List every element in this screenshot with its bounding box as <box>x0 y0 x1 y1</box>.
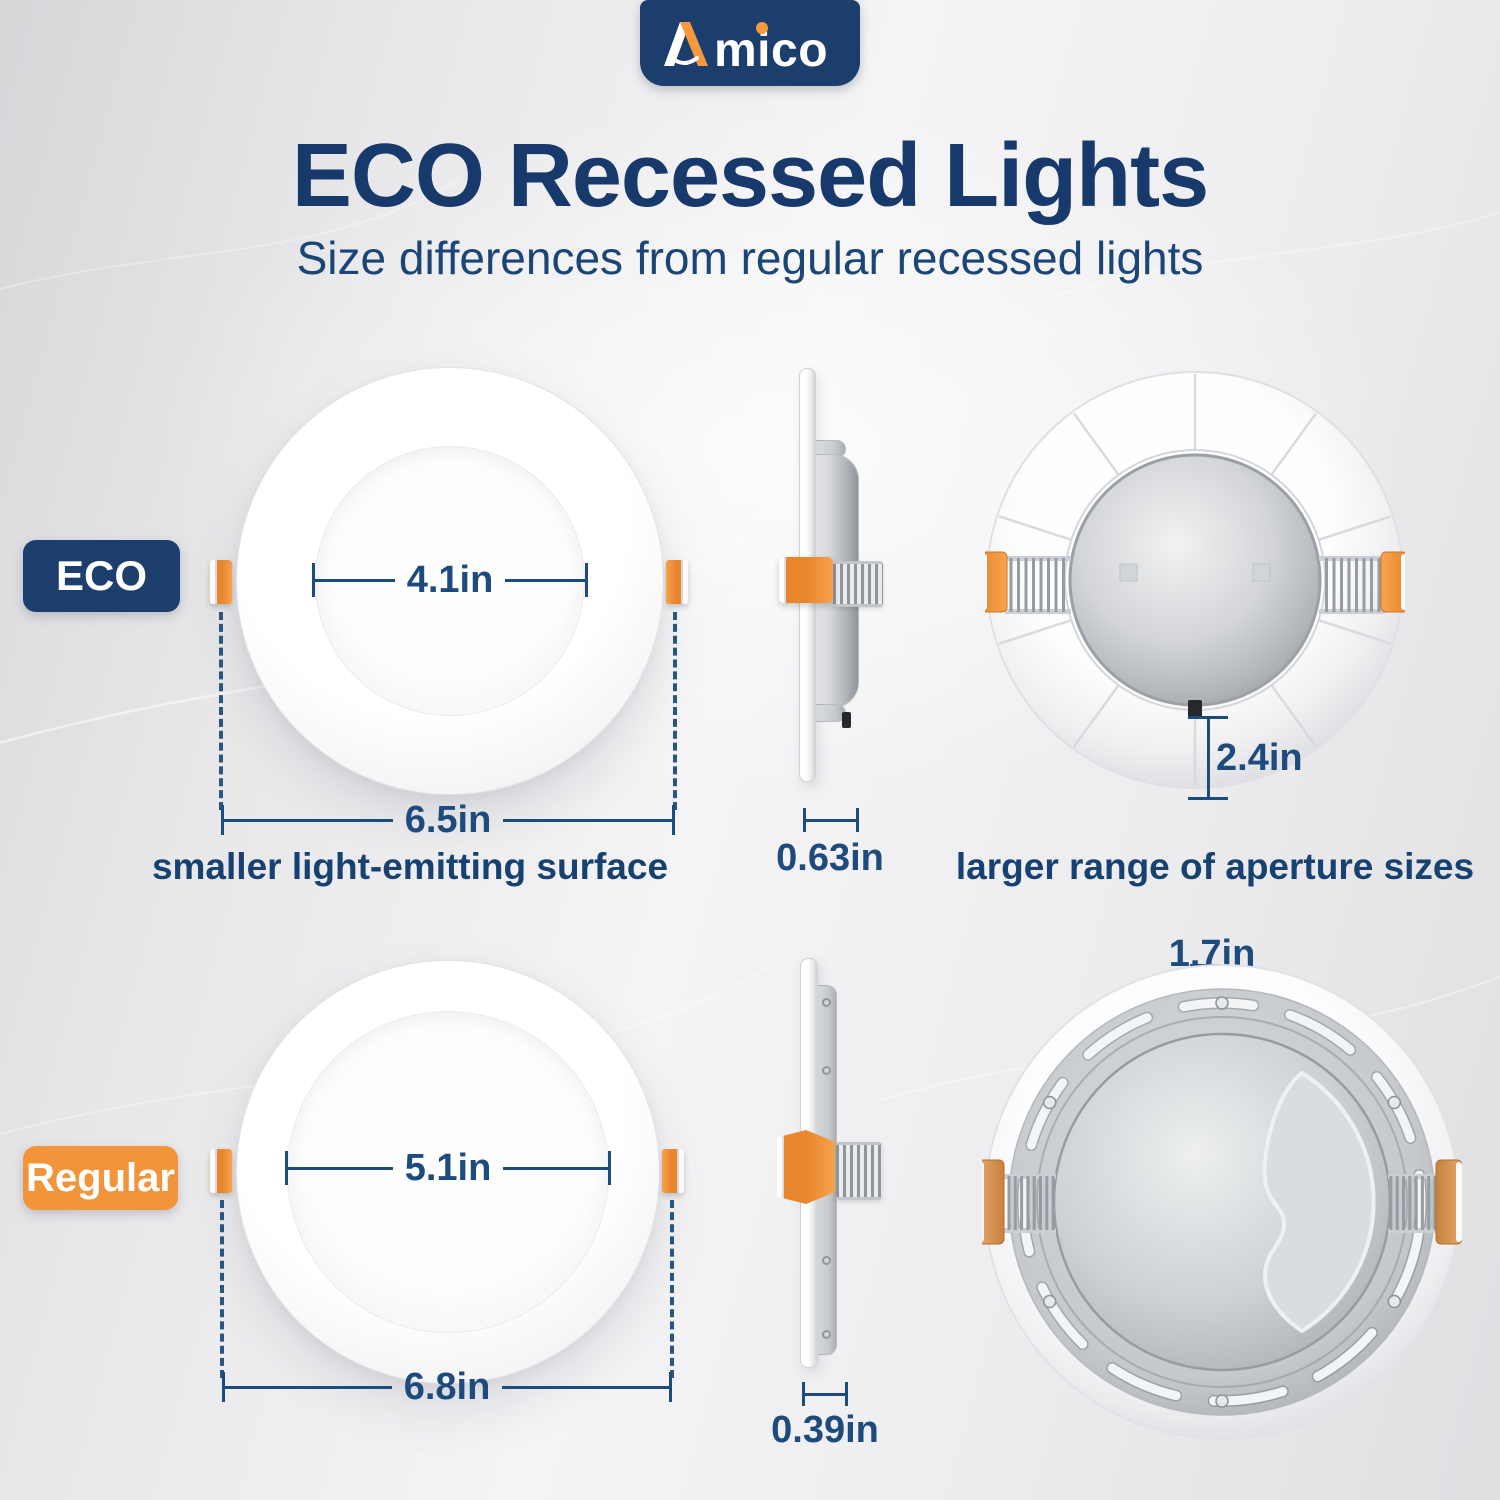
regular-thickness-dim-label: 0.39in <box>771 1409 879 1451</box>
dim-tick <box>1188 716 1228 719</box>
eco-extension-line-right <box>673 612 677 810</box>
eco-back-driver-plate <box>1068 453 1322 707</box>
regular-front-clip-right <box>662 1149 684 1193</box>
regular-back-stamped-panel <box>1262 1071 1376 1333</box>
dim-tick <box>222 1372 225 1402</box>
regular-side-screw <box>822 998 831 1007</box>
regular-extension-line-left <box>220 1200 224 1378</box>
dim-line <box>806 818 856 822</box>
eco-back-caption: larger range of aperture sizes <box>955 846 1475 887</box>
dim-tick <box>672 805 676 835</box>
regular-thickness-dimension <box>802 1382 848 1406</box>
eco-aperture-dim-label: 2.4in <box>1216 737 1303 779</box>
regular-inner-dim-label: 5.1in <box>404 1147 492 1189</box>
regular-back-clip-right <box>1435 1159 1462 1245</box>
eco-aperture-dimension <box>1188 716 1228 800</box>
regular-back-clip-left <box>982 1159 1005 1245</box>
eco-back-ring-spokes <box>998 374 1392 786</box>
page-subtitle: Size differences from regular recessed l… <box>296 232 1204 284</box>
dim-tick <box>669 1372 673 1402</box>
eco-inner-dimension: 4.1in <box>312 559 589 601</box>
page-title: ECO Recessed Lights <box>291 126 1209 226</box>
regular-outer-dimension: 6.8in <box>222 1366 673 1408</box>
dim-tick <box>312 563 315 597</box>
dim-tick <box>608 1151 612 1185</box>
dim-tick <box>1188 797 1228 800</box>
dim-tick <box>803 808 806 832</box>
regular-outer-dim-label: 6.8in <box>403 1366 491 1408</box>
regular-back-screws <box>1042 996 1402 1408</box>
dim-tick <box>285 1151 288 1185</box>
regular-inner-dimension: 5.1in <box>285 1147 612 1189</box>
regular-back-spring-left <box>1004 1174 1056 1233</box>
eco-front-clip-left <box>210 560 232 604</box>
dim-tick <box>845 1382 848 1406</box>
amico-logo-smile <box>670 56 699 65</box>
regular-back-ring-edge <box>1036 1016 1408 1388</box>
regular-side-spring <box>836 1142 882 1200</box>
dim-tick <box>802 1382 805 1406</box>
dim-line <box>315 578 395 582</box>
regular-front-clip-left <box>210 1149 232 1193</box>
dim-line <box>224 818 393 822</box>
dim-line <box>805 1392 845 1396</box>
eco-thickness-dim-label: 0.63in <box>776 837 884 879</box>
eco-outer-dim-label: 6.5in <box>404 799 492 841</box>
eco-back-spring-left <box>1005 556 1071 614</box>
regular-side-screw <box>822 1256 831 1265</box>
dim-line <box>288 1166 393 1170</box>
eco-extension-line-left <box>219 612 223 810</box>
regular-back-spring-right <box>1388 1174 1440 1233</box>
regular-back-view <box>982 964 1462 1440</box>
dim-line <box>503 1166 609 1170</box>
dim-line <box>502 1385 670 1389</box>
eco-side-wire-nub <box>842 712 851 728</box>
regular-badge-label: Regular <box>26 1155 175 1200</box>
amico-logo: mico <box>664 22 828 72</box>
regular-side-clip <box>777 1130 835 1204</box>
dim-tick <box>221 805 224 835</box>
eco-back-view <box>985 371 1405 789</box>
eco-badge: ECO <box>23 540 180 612</box>
eco-inner-dim-label: 4.1in <box>406 559 494 601</box>
eco-side-spring <box>833 561 883 607</box>
eco-front-caption: smaller light-emitting surface <box>151 846 669 887</box>
eco-back-clip-right <box>1380 551 1405 613</box>
eco-back-vent-right <box>1252 563 1271 582</box>
dim-tick <box>585 563 589 597</box>
regular-side-screw <box>822 1330 831 1339</box>
amico-logo-i-dot <box>756 22 768 34</box>
eco-back-clip-left <box>985 551 1008 613</box>
amico-logo-a-left <box>664 22 690 66</box>
dim-line <box>503 818 673 822</box>
dim-line <box>1206 719 1210 797</box>
eco-outer-dimension: 6.5in <box>221 799 676 841</box>
eco-thickness-dimension <box>803 808 859 832</box>
eco-back-wire-nub <box>1188 700 1202 717</box>
amico-logo-badge: mico <box>640 0 860 86</box>
regular-extension-line-right <box>670 1200 674 1378</box>
regular-front-light-surface <box>287 1011 609 1333</box>
regular-back-slots <box>1018 998 1426 1406</box>
dim-line <box>225 1385 392 1389</box>
eco-badge-label: ECO <box>55 552 147 599</box>
amico-logo-rest-text: mico <box>714 24 828 72</box>
eco-back-spring-right <box>1319 556 1385 614</box>
dim-line <box>505 578 586 582</box>
dim-tick <box>856 808 859 832</box>
eco-side-clip <box>779 557 833 603</box>
eco-back-vent-left <box>1119 563 1138 582</box>
regular-side-screw <box>822 1066 831 1075</box>
amico-logo-a-right <box>680 22 708 66</box>
regular-badge: Regular <box>23 1146 178 1210</box>
eco-front-clip-right <box>666 560 688 604</box>
